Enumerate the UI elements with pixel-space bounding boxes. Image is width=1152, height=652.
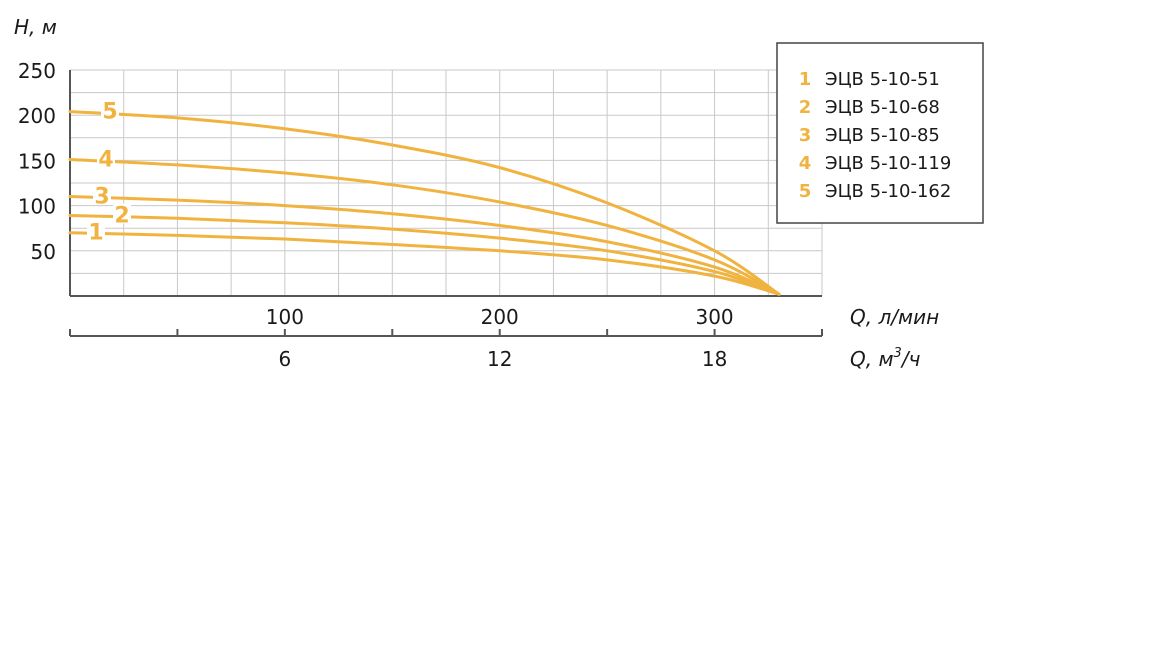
curve-label-bg xyxy=(101,99,119,120)
y-axis-title: Н, м xyxy=(14,15,57,39)
x2-tick-label: 12 xyxy=(487,347,512,371)
legend-item-number: 1 xyxy=(799,69,812,90)
legend-item-number: 3 xyxy=(799,125,812,146)
series-curve-4 xyxy=(68,157,781,296)
x-tick-label: 200 xyxy=(481,305,519,329)
x2-axis-title: Q, м3/ч xyxy=(850,346,921,371)
x2-tick-label: 18 xyxy=(702,347,727,371)
curve-label-4: 4 xyxy=(98,147,113,172)
legend-item-number: 4 xyxy=(799,153,812,174)
y-tick-label: 150 xyxy=(18,149,56,173)
curve-label-bg xyxy=(97,147,115,168)
x-tick-label: 100 xyxy=(266,305,304,329)
curve-label-bg xyxy=(87,220,105,241)
y-tick-label: 250 xyxy=(18,59,56,83)
x2-axis-title-tail: /ч xyxy=(900,347,921,371)
series-curve-1 xyxy=(68,231,781,296)
series-curve-5 xyxy=(68,110,781,296)
x2-axis-title-base: Q, м xyxy=(850,347,894,371)
x-tick-label: 300 xyxy=(695,305,733,329)
y-tick-label: 100 xyxy=(18,195,56,219)
legend-item-number: 5 xyxy=(799,181,812,202)
x-axis-title: Q, л/мин xyxy=(850,305,939,329)
series-curve-2 xyxy=(68,214,781,296)
legend-item-label: ЭЦВ 5-10-85 xyxy=(825,125,940,146)
x2-axis-title-sup: 3 xyxy=(894,346,902,361)
y-tick-label: 50 xyxy=(31,240,56,264)
curve-label-5: 5 xyxy=(102,100,117,125)
legend-item-label: ЭЦВ 5-10-51 xyxy=(825,69,940,90)
curve-label-3: 3 xyxy=(94,185,109,210)
curve-label-bg xyxy=(113,203,131,224)
series: 123 4 5 xyxy=(68,99,781,296)
legend: 1 ЭЦВ 5-10-51 2 ЭЦВ 5-10-68 3 ЭЦВ 5-10-85 4 ЭЦВ… xyxy=(776,42,984,224)
legend-item-label: ЭЦВ 5-10-68 xyxy=(825,97,940,118)
curve-label-bg xyxy=(93,184,111,205)
grid xyxy=(70,69,823,296)
legend-item-label: ЭЦВ 5-10-119 xyxy=(825,153,951,174)
curve-label-1: 1 xyxy=(88,221,103,246)
series-curve-3 xyxy=(68,195,781,296)
legend-item-number: 2 xyxy=(799,97,812,118)
curve-label-2: 2 xyxy=(114,204,129,229)
x2-tick-label: 6 xyxy=(278,347,291,371)
legend-item-label: ЭЦВ 5-10-162 xyxy=(825,181,951,202)
y-tick-label: 200 xyxy=(18,104,56,128)
legend-box xyxy=(776,42,984,224)
